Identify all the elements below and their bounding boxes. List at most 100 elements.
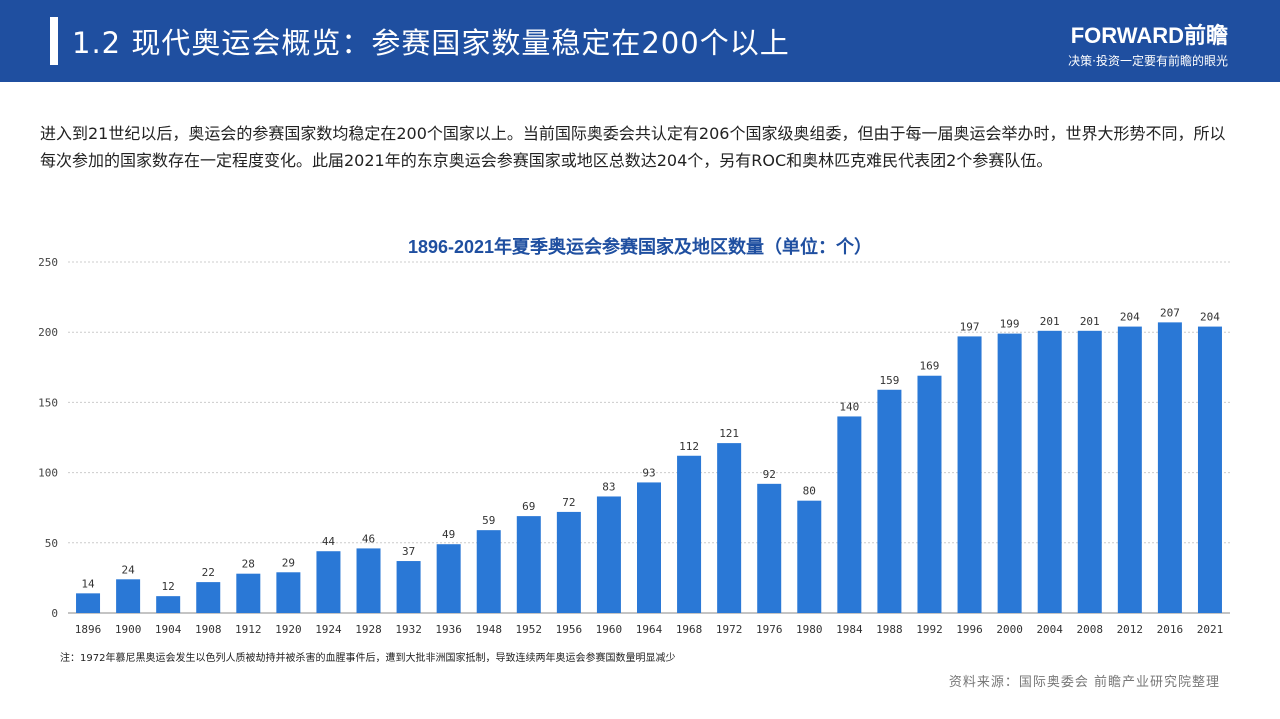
bar-1952 — [516, 516, 541, 613]
x-tick-label: 2016 — [1157, 623, 1184, 636]
source-text: 资料来源：国际奥委会 前瞻产业研究院整理 — [948, 675, 1220, 690]
x-tick-label: 1920 — [275, 623, 302, 636]
data-label: 83 — [602, 480, 615, 493]
bar-1980 — [797, 500, 822, 613]
x-tick-label: 1932 — [395, 623, 422, 636]
data-label: 197 — [960, 320, 980, 333]
bar-1920 — [276, 572, 301, 613]
page-title: 1.2 现代奥运会概览：参赛国家数量稳定在200个以上 — [72, 26, 790, 60]
x-tick-label: 2021 — [1197, 623, 1224, 636]
x-tick-label: 1928 — [355, 623, 382, 636]
y-tick-label: 100 — [38, 467, 58, 480]
bar-1964 — [637, 482, 661, 613]
bar-2008 — [1077, 330, 1102, 613]
data-label: 201 — [1080, 315, 1100, 328]
data-label: 204 — [1120, 311, 1140, 324]
header-bar: 1.2 现代奥运会概览：参赛国家数量稳定在200个以上 FORWARD前瞻 决策… — [0, 0, 1280, 82]
y-tick-label: 50 — [45, 537, 58, 550]
bar-1972 — [717, 443, 742, 613]
x-tick-label: 1900 — [115, 623, 142, 636]
bar-1904 — [156, 596, 181, 613]
x-tick-label: 1952 — [516, 623, 543, 636]
x-tick-label: 1904 — [155, 623, 182, 636]
logo-slogan: 决策·投资一定要有前瞻的眼光 — [1068, 54, 1228, 68]
bar-2012 — [1117, 326, 1142, 613]
x-tick-label: 2012 — [1117, 623, 1144, 636]
x-tick-label: 1988 — [876, 623, 903, 636]
data-label: 24 — [121, 563, 135, 576]
data-label: 49 — [442, 528, 455, 541]
x-tick-label: 1976 — [756, 623, 783, 636]
x-tick-label: 1912 — [235, 623, 262, 636]
bar-1912 — [236, 573, 261, 613]
bar-1996 — [957, 336, 982, 613]
bar-1924 — [316, 551, 341, 613]
x-tick-label: 1896 — [75, 623, 102, 636]
data-label: 44 — [322, 535, 336, 548]
intro-text: 进入到21世纪以后，奥运会的参赛国家数均稳定在200个国家以上。当前国际奥委会共… — [40, 124, 1226, 170]
bar-1932 — [396, 561, 421, 613]
footnote: 注：1972年慕尼黑奥运会发生以色列人质被劫持并被杀害的血腥事件后，遭到大批非洲… — [60, 653, 676, 664]
x-tick-label: 1960 — [596, 623, 623, 636]
logo: FORWARD前瞻 决策·投资一定要有前瞻的眼光 — [1068, 18, 1228, 69]
data-label: 201 — [1040, 315, 1060, 328]
data-label: 37 — [402, 545, 415, 558]
bar-2004 — [1037, 330, 1062, 613]
x-tick-label: 1968 — [676, 623, 703, 636]
bar-1992 — [917, 375, 942, 613]
data-label: 204 — [1200, 311, 1220, 324]
bar-1968 — [677, 455, 702, 613]
bar-1984 — [837, 416, 862, 613]
data-label: 207 — [1160, 306, 1180, 319]
data-label: 72 — [562, 496, 575, 509]
bar-1900 — [116, 579, 141, 613]
x-tick-label: 2008 — [1077, 623, 1104, 636]
bar-1960 — [596, 496, 621, 613]
y-tick-label: 200 — [38, 326, 58, 339]
data-label: 28 — [242, 558, 255, 571]
data-label: 159 — [879, 374, 899, 387]
y-tick-label: 0 — [51, 607, 58, 620]
chart-title: 1896-2021年夏季奥运会参赛国家及地区数量（单位：个） — [407, 237, 873, 257]
data-label: 121 — [719, 427, 739, 440]
bar-2021 — [1197, 326, 1222, 613]
data-label: 29 — [282, 556, 295, 569]
bar-1988 — [877, 389, 902, 613]
data-label: 140 — [839, 400, 859, 413]
x-tick-label: 1924 — [315, 623, 342, 636]
y-tick-label: 250 — [38, 256, 58, 269]
data-label: 92 — [763, 468, 776, 481]
bar-1928 — [356, 548, 381, 613]
x-tick-label: 1980 — [796, 623, 823, 636]
bar-1976 — [757, 483, 782, 613]
data-label: 14 — [81, 577, 95, 590]
x-tick-label: 1948 — [475, 623, 502, 636]
x-tick-label: 1992 — [916, 623, 943, 636]
bar-1896 — [76, 593, 101, 613]
bar-1908 — [196, 582, 221, 613]
y-tick-label: 150 — [38, 396, 58, 409]
x-tick-label: 1964 — [636, 623, 663, 636]
data-label: 69 — [522, 500, 535, 513]
data-label: 93 — [642, 466, 655, 479]
x-tick-label: 1996 — [956, 623, 983, 636]
bar-1936 — [436, 544, 461, 613]
x-tick-label: 2000 — [996, 623, 1023, 636]
x-tick-label: 1908 — [195, 623, 222, 636]
data-label: 22 — [202, 566, 215, 579]
title-accent — [50, 17, 58, 65]
bar-2000 — [997, 333, 1022, 613]
logo-name: FORWARD前瞻 — [1070, 23, 1228, 48]
bar-2016 — [1157, 322, 1182, 613]
data-label: 112 — [679, 440, 699, 453]
x-tick-label: 1972 — [716, 623, 743, 636]
data-label: 169 — [920, 360, 940, 373]
data-label: 199 — [1000, 318, 1020, 331]
x-tick-label: 1936 — [435, 623, 462, 636]
x-tick-label: 2004 — [1036, 623, 1063, 636]
data-label: 46 — [362, 532, 375, 545]
data-label: 80 — [803, 485, 816, 498]
bar-1956 — [556, 511, 581, 613]
x-tick-label: 1984 — [836, 623, 863, 636]
